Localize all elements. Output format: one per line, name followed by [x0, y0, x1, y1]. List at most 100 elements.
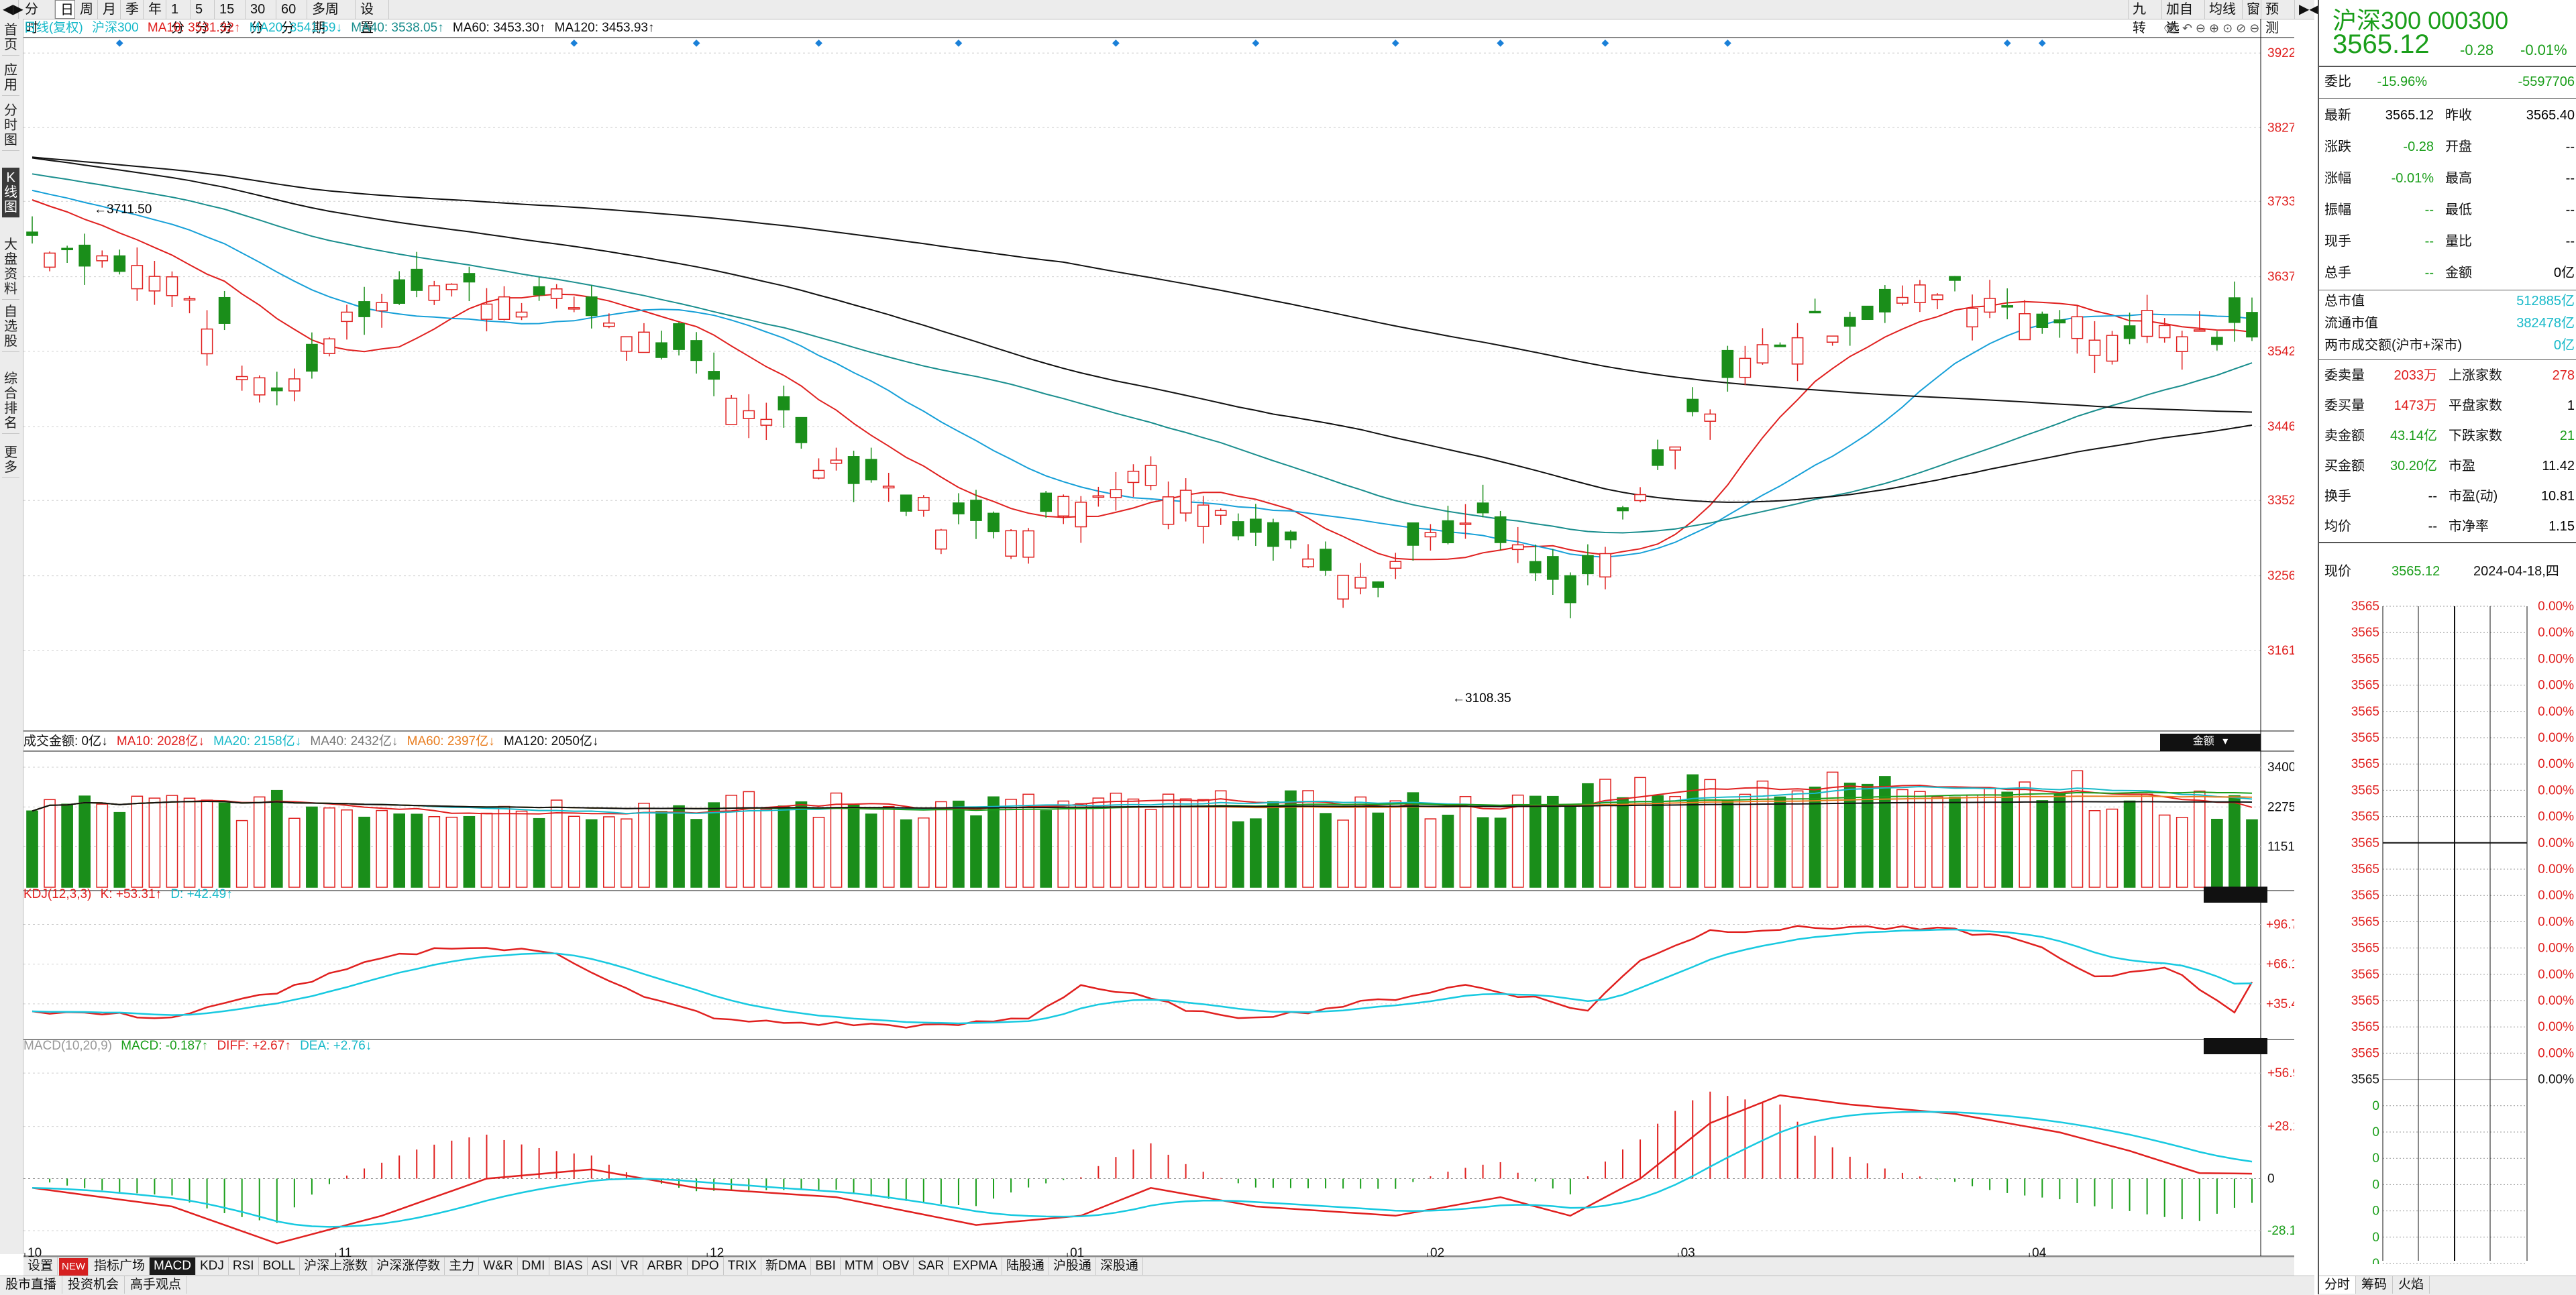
period-3[interactable]: 月: [98, 0, 121, 19]
candle-body: [638, 331, 650, 353]
candle-body: [1721, 349, 1734, 378]
indicator-tab-20[interactable]: MTM: [841, 1257, 879, 1275]
mini-left-label: 3565: [2351, 1020, 2379, 1034]
indicator-tab-13[interactable]: ASI: [588, 1257, 617, 1275]
period-12[interactable]: 设置: [356, 0, 389, 36]
chart-canvas[interactable]: 3922 3827 3733 3637 3542 3446 3352 3256 3161 ◆ ◆ ◆ ◆…: [23, 19, 2294, 1259]
mini-left-label: 3565: [2351, 810, 2379, 824]
indicator-tab-25[interactable]: 沪股通: [1049, 1257, 1096, 1275]
volume-bar: [812, 816, 825, 888]
ma10-value: MA10: 3531.32↑: [147, 21, 241, 35]
period-6[interactable]: 1分: [166, 0, 191, 36]
mini-tick-chart[interactable]: 3565 0.00% 3565 0.00% 3565 0.00% 3565 0.00% 3565…: [2319, 597, 2576, 1264]
indicator-tab-9[interactable]: 主力: [445, 1257, 480, 1275]
price-axis-label: 3637: [2267, 270, 2294, 284]
stat-row-5: 均价 -- 市净率 1.15: [2324, 519, 2575, 534]
mini-tab-1[interactable]: 筹码: [2356, 1276, 2394, 1294]
indicator-tab-24[interactable]: 陆股通: [1002, 1257, 1049, 1275]
period-4[interactable]: 季: [121, 0, 144, 19]
amount-unit-dropdown[interactable]: 金额 ▾: [2160, 734, 2261, 751]
indicator-tab-26[interactable]: 深股通: [1096, 1257, 1143, 1275]
bottom-tab-0[interactable]: 股市直播: [0, 1276, 63, 1294]
period-11[interactable]: 多周期: [307, 0, 356, 36]
left-tab-3[interactable]: K线图: [2, 168, 19, 218]
indicator-tab-10[interactable]: W&R: [479, 1257, 518, 1275]
volume-bar: [725, 795, 738, 888]
indicator-tab-21[interactable]: OBV: [878, 1257, 914, 1275]
chart-tool-icons[interactable]: 👁 ↶ ⊖ ⊕ ⊙ ⊘ ⊖: [2163, 21, 2260, 35]
left-tab-7[interactable]: 更多: [2, 443, 19, 478]
left-tab-1[interactable]: 应用: [2, 60, 19, 96]
toolbar-btn-3[interactable]: 窗: [2242, 0, 2261, 19]
period-7[interactable]: 5分: [191, 0, 215, 36]
indicator-tab-14[interactable]: VR: [616, 1257, 643, 1275]
mini-tab-2[interactable]: 火焰: [2393, 1276, 2430, 1294]
indicator-tab-8[interactable]: 沪深涨停数: [372, 1257, 445, 1275]
candle-body: [2036, 313, 2049, 328]
indicator-tab-19[interactable]: BBI: [811, 1257, 841, 1275]
period-8[interactable]: 15分: [215, 0, 246, 36]
quote-panel: 沪深300 000300 3565.12 -0.28 -0.01% 委比 -15…: [2318, 0, 2576, 1295]
indicator-tab-22[interactable]: SAR: [914, 1257, 949, 1275]
indicator-tab-18[interactable]: 新DMA: [761, 1257, 812, 1275]
period-9[interactable]: 30分: [246, 0, 276, 36]
left-tab-0[interactable]: 首页: [2, 20, 19, 56]
index-name: 沪深300: [91, 21, 139, 35]
toolbar-btn-2[interactable]: 均线: [2204, 0, 2242, 19]
candle-body: [1511, 544, 1524, 551]
kdj-settings-box[interactable]: [2204, 887, 2267, 903]
scroll-right-icon[interactable]: ▶◀: [2294, 0, 2320, 19]
bottom-tab-1[interactable]: 投资机会: [62, 1276, 125, 1294]
candle-body: [1144, 465, 1157, 486]
vol-ma60-value: MA60: 2397亿↓: [407, 734, 495, 748]
indicator-tab-4[interactable]: KDJ: [196, 1257, 229, 1275]
now-price-row: 现价 3565.12 2024-04-18,四: [2324, 564, 2559, 579]
kline-chart[interactable]: 3922 3827 3733 3637 3542 3446 3352 3256 3161 ◆ ◆ ◆ ◆…: [23, 19, 2294, 1259]
indicator-tab-16[interactable]: DPO: [688, 1257, 724, 1275]
volume-bar: [288, 818, 301, 888]
period-5[interactable]: 年: [144, 0, 166, 19]
mini-tab-0[interactable]: 分时: [2319, 1276, 2357, 1294]
macd-settings-box[interactable]: [2204, 1038, 2267, 1054]
kline-mode-label[interactable]: 日线(复权): [23, 21, 83, 35]
bottom-tab-2[interactable]: 高手观点: [125, 1276, 188, 1294]
toolbar-btn-0[interactable]: 九转: [2128, 0, 2161, 36]
price-axis-label: 3161: [2267, 644, 2294, 658]
macd-axis-label: +28.19: [2267, 1120, 2294, 1134]
indicator-tab-15[interactable]: ARBR: [643, 1257, 688, 1275]
date-axis-label: 04: [2032, 1246, 2047, 1259]
left-tab-2[interactable]: 分时图: [2, 101, 19, 151]
indicator-tab-3[interactable]: MACD: [150, 1257, 196, 1275]
candle-body: [1005, 530, 1017, 557]
left-tab-6[interactable]: 综合排名: [2, 369, 19, 434]
volume-bar: [1966, 794, 1978, 888]
left-tab-5[interactable]: 自选股: [2, 302, 19, 352]
volume-bar: [1477, 817, 1489, 888]
toolbar-btn-1[interactable]: 加自选: [2161, 0, 2204, 36]
period-1[interactable]: 日: [55, 0, 75, 19]
toolbar-btn-4[interactable]: 预测: [2261, 0, 2294, 36]
indicator-tab-0[interactable]: 设置: [23, 1257, 58, 1275]
indicator-tab-2[interactable]: 指标广场: [90, 1257, 150, 1275]
volume-bar: [2176, 816, 2188, 888]
indicator-tab-5[interactable]: RSI: [229, 1257, 259, 1275]
candle-body: [830, 459, 843, 464]
indicator-tab-17[interactable]: TRIX: [724, 1257, 761, 1275]
indicator-tab-1[interactable]: NEW: [59, 1258, 89, 1276]
volume-bar: [1826, 771, 1839, 888]
indicator-tab-6[interactable]: BOLL: [259, 1257, 301, 1275]
indicator-tab-12[interactable]: BIAS: [549, 1257, 588, 1275]
scroll-left-icon[interactable]: ◀▶: [0, 0, 23, 19]
left-tab-4[interactable]: 大盘资料: [2, 235, 19, 300]
macd-title[interactable]: MACD(10,20,9): [23, 1039, 112, 1053]
period-0[interactable]: 分时: [20, 0, 55, 36]
period-2[interactable]: 周: [75, 0, 98, 19]
period-10[interactable]: 60分: [276, 0, 307, 36]
kdj-title[interactable]: KDJ(12,3,3): [23, 887, 92, 901]
volume-bar: [1022, 793, 1034, 888]
indicator-tab-11[interactable]: DMI: [518, 1257, 550, 1275]
indicator-tab-7[interactable]: 沪深上涨数: [300, 1257, 373, 1275]
indicator-tab-23[interactable]: EXPMA: [949, 1257, 1002, 1275]
ma20-value: MA20: 3541.59↓: [249, 21, 342, 35]
mini-left-label: 3565: [2351, 1073, 2379, 1087]
